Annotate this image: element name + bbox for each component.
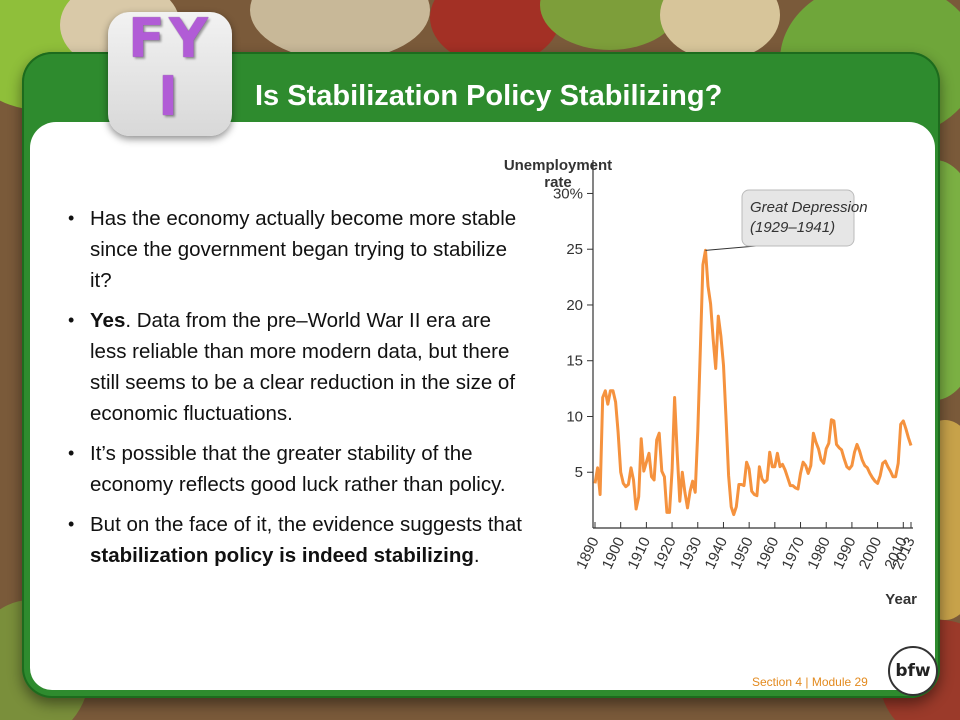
- y-tick-label: 30%: [553, 185, 583, 202]
- annotation-box: [741, 189, 855, 247]
- bullet-text: But on the face of it, the evidence sugg…: [90, 513, 522, 536]
- y-tick-label: 15: [566, 353, 583, 370]
- bullet-item: It’s possible that the greater stability…: [66, 438, 528, 500]
- x-tick-label: 1930: [676, 535, 706, 572]
- y-tick-label: 20: [566, 297, 583, 314]
- y-tick-label: 5: [575, 464, 583, 481]
- x-tick-label: 1910: [624, 535, 654, 572]
- y-tick-label: 25: [566, 241, 583, 258]
- x-axis-label: Year: [885, 591, 917, 608]
- fyi-badge-text: FY I: [128, 7, 212, 128]
- x-tick-label: 1990: [830, 535, 860, 572]
- annotation-text: (1929–1941): [750, 219, 835, 236]
- bullet-item: Has the economy actually become more sta…: [66, 203, 528, 296]
- x-tick-label: 1920: [650, 535, 680, 572]
- bullet-item: Yes. Data from the pre–World War II era …: [66, 305, 528, 429]
- bullet-text: Has the economy actually become more sta…: [90, 207, 517, 292]
- y-axis-label: Unemployment rate: [504, 157, 612, 191]
- bullet-text: .: [473, 544, 480, 567]
- bullet-text: Yes: [90, 309, 126, 332]
- unemployment-chart: Unemployment rate 5 10 15 20 25 30% 189019001910…: [504, 157, 919, 608]
- bullet-text: It’s possible that the greater stability…: [90, 442, 506, 496]
- bullet-text: . Data from the pre–World War II era are…: [90, 309, 516, 425]
- footer-section-label: Section 4 | Module 29: [752, 675, 868, 689]
- bfw-logo: bfw: [888, 646, 938, 696]
- bullet-item: But on the face of it, the evidence sugg…: [66, 509, 528, 571]
- x-tick-label: 1960: [753, 535, 783, 572]
- slide-title: Is Stabilization Policy Stabilizing?: [255, 80, 723, 112]
- x-tick-label: 1970: [779, 535, 809, 572]
- bullet-list: Has the economy actually become more sta…: [66, 203, 528, 580]
- x-tick-label: 2000: [856, 535, 886, 572]
- annotation-text: Great Depression: [750, 199, 868, 216]
- x-tick-label: 1940: [702, 535, 732, 572]
- fyi-badge: FY I: [108, 7, 232, 136]
- series-line: [593, 248, 913, 517]
- y-tick-label: 10: [566, 408, 583, 425]
- x-tick-label: 1900: [599, 535, 629, 572]
- x-tick-label: 1890: [573, 535, 603, 572]
- annotation-leader: [705, 245, 757, 251]
- x-tick-label: 1950: [727, 535, 757, 572]
- x-tick-label: 1980: [804, 535, 834, 572]
- bullet-text: stabilization policy is indeed stabilizi…: [90, 544, 474, 567]
